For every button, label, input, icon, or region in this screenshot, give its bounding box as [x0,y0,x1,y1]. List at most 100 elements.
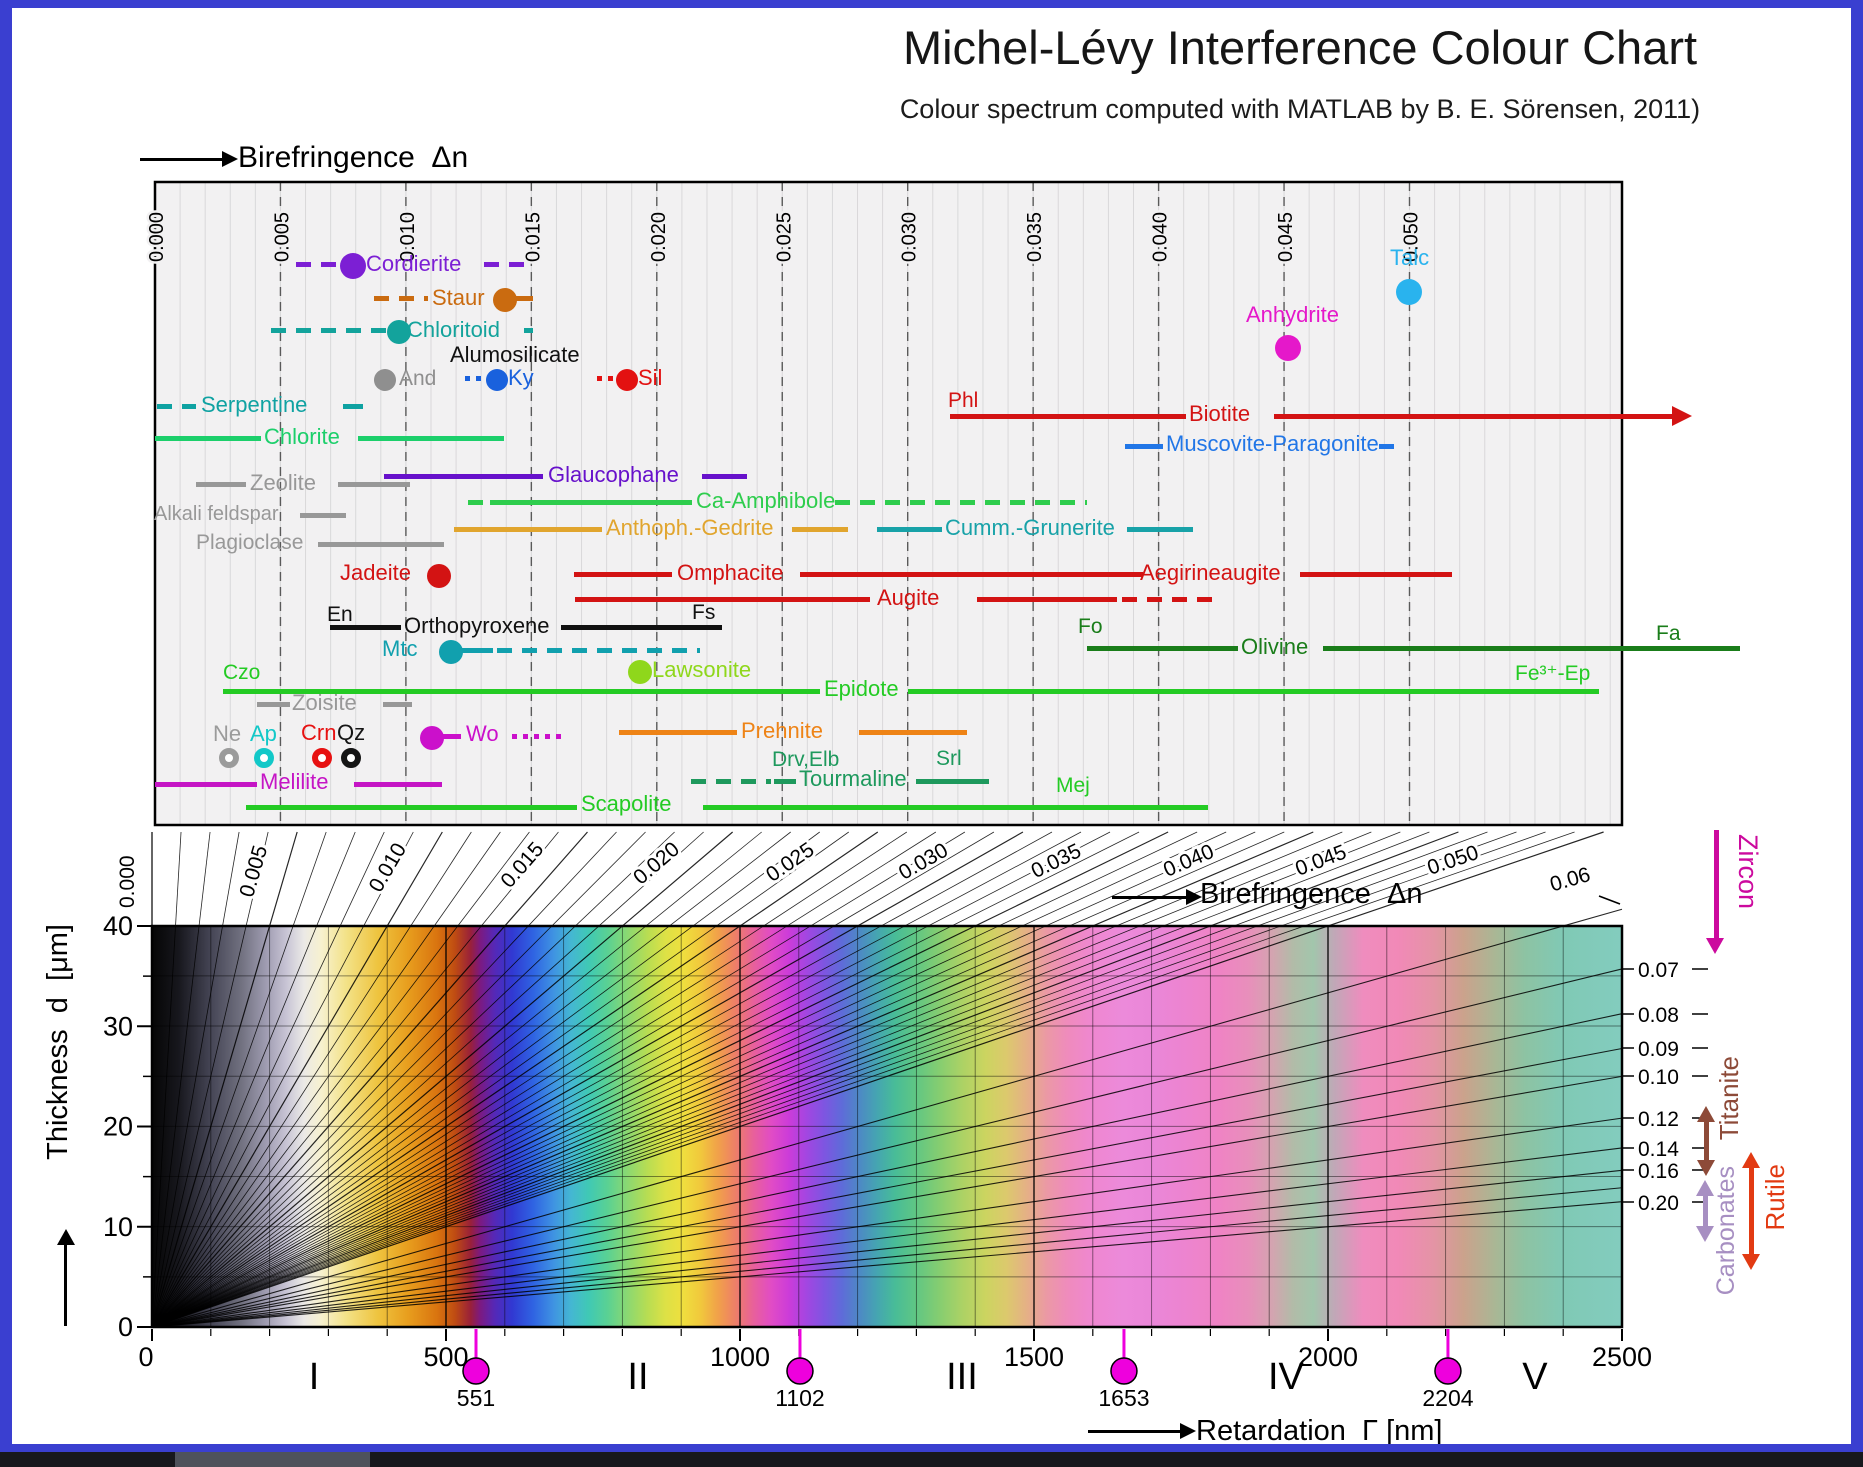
zircon-arrowhead-icon [1706,938,1724,954]
mineral-label: Fe³⁺-Ep [1515,662,1591,685]
right-scale-label: 0.08 [1638,1004,1679,1027]
top-birefringence-axis-label: Birefringence Δn [238,141,469,174]
mineral-label: And [399,367,437,390]
mineral-label: Orthopyroxene [404,613,550,638]
mineral-label: Drv,Elb [772,748,840,771]
right-scale-label: 0.06 [1547,863,1593,896]
mineral-range-solid [950,414,1186,419]
retardation-arrowhead-icon [1180,1423,1196,1439]
top-birefringence-tick-label: 0.030 [899,212,921,262]
right-scale-label: 0.16 [1638,1160,1679,1183]
thickness-tick-label: 20 [103,1112,133,1142]
mineral-range-solid [330,625,401,630]
window-frame-bottom [0,1444,1863,1452]
mineral-range-solid [383,702,412,707]
birefringence-fan-line [151,831,588,1328]
mineral-dot [340,253,366,279]
mineral-label: Fa [1656,622,1681,645]
rutile-arrow [1749,1166,1754,1256]
retardation-tick-label: 1000 [710,1342,770,1372]
order-point-dot [1434,1357,1462,1385]
birefringence-fan-line [151,831,1227,1328]
right-scale-tick [1598,895,1621,905]
right-scale-label: 0.20 [1638,1192,1679,1215]
order-point-dot [786,1357,814,1385]
mineral-label: Anhydrite [1246,302,1339,327]
birefringence-fan-line [151,831,356,1328]
mineral-label: Crn [301,720,337,745]
birefringence-fan-line [151,831,1285,1328]
top-birefringence-tick-label: 0.000 [146,212,168,262]
birefringence-fan-line [151,831,820,1328]
birefringence-fan-line [151,908,1623,1328]
mineral-dot [420,726,444,750]
right-scale-label: 0.10 [1638,1066,1679,1089]
fan-label: 0.010 [365,839,411,896]
window-frame-left [0,0,12,1452]
birefringence-fan-line [151,1117,1623,1328]
mineral-label: Anthoph.-Gedrite [606,515,774,540]
birefringence-fan-line [151,831,966,1328]
mineral-arrowhead-icon [1672,406,1692,426]
birefringence-fan-line [151,831,501,1328]
top-birefringence-arrow [140,158,222,161]
birefringence-fan-line [151,831,1111,1328]
mineral-label: Augite [877,585,940,610]
birefringence-fan-line [151,831,1488,1328]
mineral-dot [439,640,463,664]
birefringence-fan-line [151,831,1140,1328]
birefringence-fan-line [151,831,1082,1328]
order-point-label: 2204 [1422,1385,1473,1411]
mineral-range-dashed [296,262,346,267]
mineral-label: Czo [223,661,261,684]
mineral-label: Fs [692,601,716,624]
mineral-range-dashed [1122,597,1217,602]
mineral-range-dashed [691,779,771,784]
mineral-label: En [327,603,353,626]
birefringence-fan-line [151,831,762,1328]
order-point-dot [462,1357,490,1385]
mineral-label: Zoisite [292,690,357,715]
birefringence-fan-line [151,831,1459,1328]
mineral-range-solid [1300,572,1452,577]
mineral-label: Ca-Amphibole [696,488,836,513]
titanite-arrowhead-down-icon [1697,1160,1715,1176]
mineral-range-solid [1323,646,1740,651]
mineral-range-solid [354,782,442,787]
mineral-label: Zeolite [250,470,317,495]
thickness-tick-label: 30 [103,1011,133,1041]
page-subtitle: Colour spectrum computed with MATLAB by … [899,94,1701,124]
rutile-label: Rutile [1760,1164,1790,1231]
mineral-dot [254,748,274,768]
mineral-range-dashed [157,404,196,409]
birefringence-fan-line [151,831,646,1328]
order-point-label: 1102 [775,1385,824,1411]
mineral-range-dotted [465,376,487,381]
mineral-range-dashed [497,648,700,653]
mineral-label: Omphacite [677,560,784,585]
mineral-range-dashed [835,500,1087,505]
mineral-dot [1275,335,1301,361]
mineral-label: Serpentine [201,392,308,417]
mineral-range-solid [343,404,363,409]
mineral-range-solid [338,482,410,487]
thickness-tick-label: 10 [103,1212,133,1242]
page-title: Michel-Lévy Interference Colour Chart [902,21,1698,74]
mineral-label: Olivine [1241,634,1309,659]
birefringence-fan-line [151,1075,1623,1328]
titanite-label: Titanite [1714,1056,1744,1141]
birefringence-fan-line [151,831,182,1328]
birefringence-fan-line [151,831,1024,1328]
mineral-label: Tourmaline [799,766,907,791]
mineral-range-solid [703,805,1208,810]
mineral-dot [616,369,638,391]
mineral-dot [341,748,361,768]
order-numeral: II [627,1356,648,1398]
mineral-label: Mtc [382,636,418,661]
order-numeral: IV [1268,1356,1305,1398]
carbonates-arrow [1703,1194,1708,1228]
fan-label: 0.000 [116,855,139,908]
mineral-range-dashed [374,296,428,301]
rutile-arrowhead-down-icon [1742,1254,1760,1270]
top-birefringence-tick-label: 0.040 [1150,212,1172,262]
